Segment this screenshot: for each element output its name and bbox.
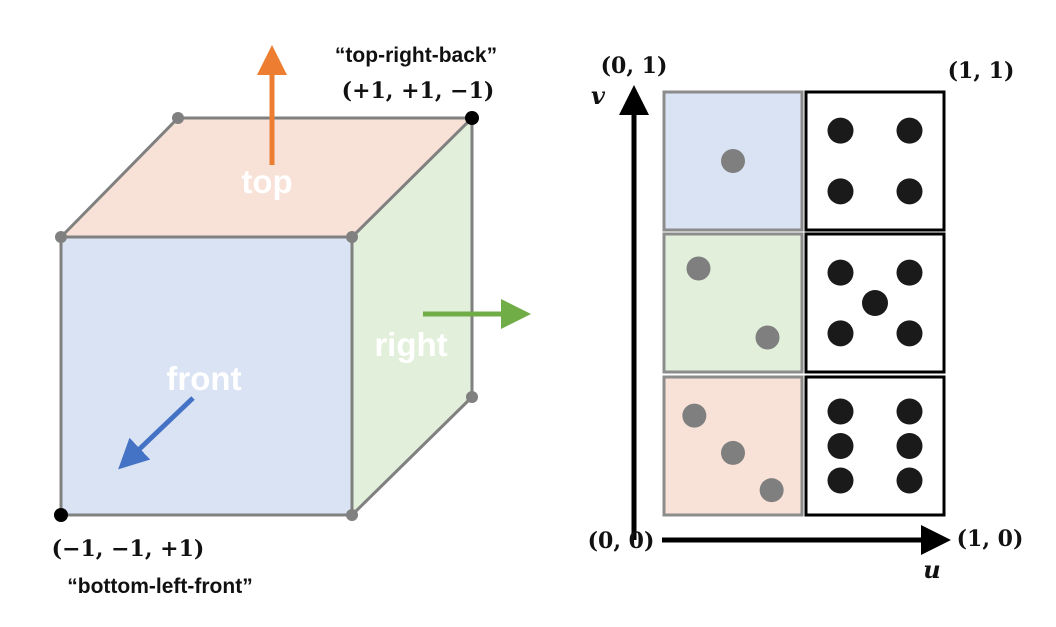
pip-dot: [827, 178, 854, 205]
pip-dot: [896, 259, 923, 286]
front-normal-arrow: [118, 396, 195, 470]
pip-dot: [896, 433, 923, 459]
vertex-dot: [55, 231, 67, 243]
pip-dot: [827, 467, 854, 494]
v-end-label: (0, 1): [601, 53, 668, 79]
pip-dot: [896, 178, 923, 205]
top-right-back-coords: (+𝟏, +𝟏, −𝟏): [342, 78, 495, 104]
corner-label: (1, 1): [948, 58, 1015, 84]
top-right-back-label: “top-right-back”: [335, 44, 497, 67]
bottom-left-front-vertex: [54, 508, 68, 522]
pip-dot: [862, 290, 888, 316]
pip-dot: [827, 433, 854, 459]
pip-dot: [827, 398, 854, 425]
front-face-label: front: [166, 360, 241, 397]
top-face-label: top: [241, 163, 292, 200]
cube: top front right “top-right-back” (+𝟏, +𝟏…: [52, 44, 531, 598]
cube-vertices: [55, 112, 478, 521]
pip-dot: [682, 403, 707, 428]
pip-dot: [827, 117, 854, 144]
v-axis-label: v: [591, 81, 606, 110]
uv-tile-green-2: [662, 232, 804, 374]
pip-dot: [896, 398, 923, 425]
bottom-left-front-coords: (−𝟏, −𝟏, +𝟏): [52, 536, 205, 562]
pip-dot: [896, 467, 923, 494]
pip-dot: [755, 325, 780, 350]
pip-dot: [827, 259, 854, 286]
pip-dot: [759, 478, 784, 503]
pip-dot: [721, 440, 745, 465]
vertex-dot: [346, 231, 358, 243]
uv-tile-plain-6: [804, 375, 946, 517]
vertex-dot: [172, 112, 184, 124]
pip-dot: [686, 256, 711, 281]
pip-dot: [896, 117, 923, 144]
right-face-label: right: [374, 326, 447, 363]
uv-tiles: [662, 90, 946, 517]
vertex-dot: [346, 509, 358, 521]
pip-dot: [896, 320, 923, 347]
cube-right-face: [352, 118, 472, 515]
u-axis-label: u: [923, 555, 940, 584]
top-right-back-vertex: [465, 111, 479, 125]
uv-map: v u (0, 1) (1, 1) (0, 0) (1, 0): [588, 53, 1024, 584]
pip-dot: [827, 320, 854, 347]
cube-top-face: [61, 118, 472, 237]
origin-label: (0, 0): [588, 528, 655, 554]
bottom-left-front-label: “bottom-left-front”: [67, 575, 252, 598]
vertex-dot: [466, 391, 478, 403]
pip-dot: [721, 149, 745, 173]
uv-tile-plain-4: [804, 90, 946, 232]
u-end-label: (1, 0): [957, 526, 1024, 552]
